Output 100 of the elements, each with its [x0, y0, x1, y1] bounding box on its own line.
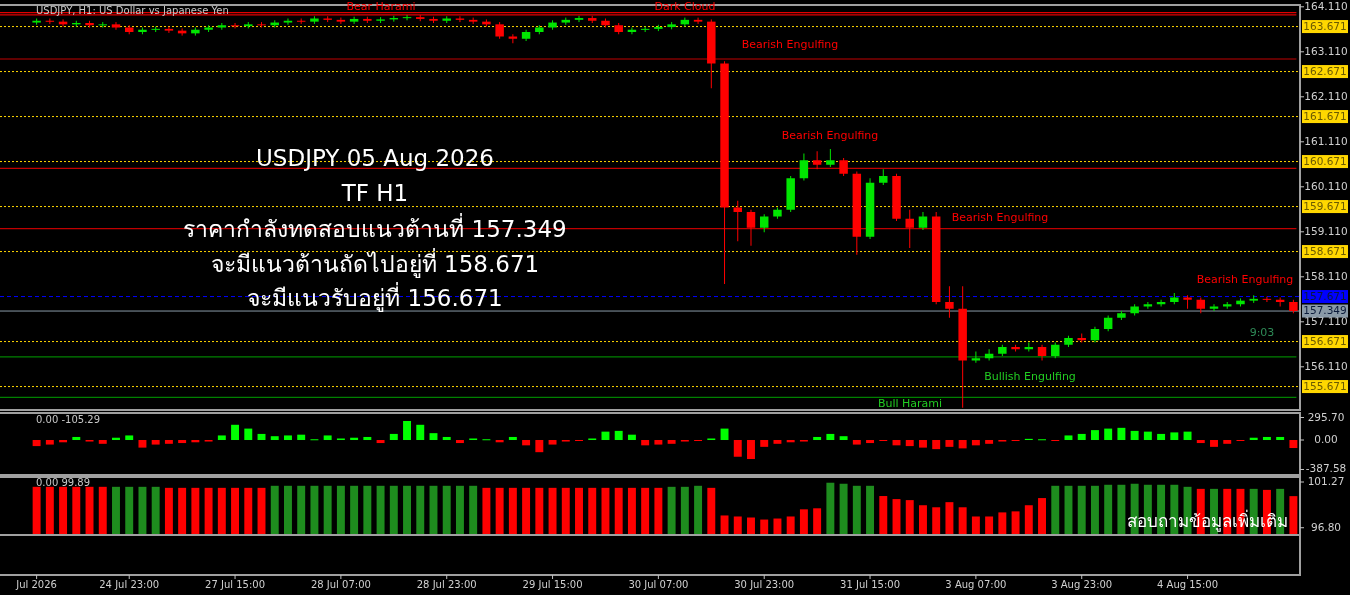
bar [971, 440, 980, 446]
bar [389, 433, 398, 441]
candlestick [257, 21, 266, 28]
x-tick-label: 27 Jul 15:00 [205, 579, 266, 590]
x-tick-label: 28 Jul 07:00 [310, 579, 371, 590]
bar [1143, 431, 1152, 441]
ref-line-label: 159.671 [1303, 199, 1347, 212]
y-tick-label: 161.110 [1304, 134, 1348, 147]
bar [1289, 440, 1298, 449]
bar [376, 440, 385, 444]
candlestick [98, 21, 107, 28]
annotation: Bearish Engulfing [1196, 273, 1294, 286]
bar [442, 436, 451, 441]
bar [98, 440, 107, 444]
candlestick [799, 153, 809, 181]
candlestick [402, 14, 412, 21]
bar [1262, 436, 1271, 441]
bar [297, 434, 306, 441]
y-tick-label: 163.110 [1304, 44, 1348, 57]
bar [641, 440, 650, 446]
bar [535, 440, 544, 453]
y-tick-label: 101.27 [1307, 475, 1345, 488]
bar [720, 428, 729, 441]
candlestick [230, 22, 240, 29]
annotation: Bearish Engulfing [781, 129, 879, 142]
x-tick-label: Jul 2026 [15, 579, 57, 590]
bar [826, 433, 835, 441]
annotation: Bearish Engulfing [951, 211, 1049, 224]
bar [919, 440, 927, 448]
bar [429, 433, 438, 441]
candlestick [336, 17, 346, 25]
bar [125, 435, 134, 441]
candlestick [111, 21, 121, 31]
bar [416, 424, 425, 441]
bar [178, 440, 187, 444]
candlestick [164, 26, 174, 34]
bar [244, 428, 253, 441]
annotation: Bearish Engulfing [741, 38, 839, 51]
ref-line-label: 160.671 [1303, 154, 1347, 167]
bar [813, 436, 822, 441]
bar [522, 440, 531, 446]
candlestick [971, 351, 981, 364]
bar [760, 440, 769, 447]
candlestick [1143, 301, 1153, 310]
bar [164, 440, 173, 444]
bar [1064, 435, 1073, 441]
bar [1196, 440, 1205, 444]
bar [958, 440, 967, 449]
x-tick-label: 29 Jul 15:00 [522, 579, 583, 590]
bar [866, 440, 875, 444]
candlestick [283, 18, 293, 26]
bar [138, 440, 147, 448]
bar [733, 440, 742, 457]
bar [1223, 440, 1232, 444]
bar [72, 436, 81, 441]
ref-line-label: 155.671 [1303, 379, 1347, 392]
ref-line-label: 156.671 [1303, 334, 1347, 347]
annotation: 0.00 -105.29 [36, 414, 101, 425]
bar [1130, 430, 1139, 441]
bar [654, 440, 663, 445]
annotation: 9:03 [1249, 326, 1275, 339]
x-tick-label: 24 Jul 23:00 [99, 579, 160, 590]
bar [905, 440, 914, 447]
bar [1157, 433, 1166, 441]
ref-line-label: 157.349 [1303, 304, 1347, 317]
bar [231, 424, 240, 441]
y-tick-label: 157.110 [1304, 314, 1348, 327]
x-tick-label: 31 Jul 15:00 [840, 579, 901, 590]
bar [323, 435, 332, 441]
ref-line-label: 158.671 [1303, 244, 1347, 257]
y-tick-label: -387.58 [1305, 462, 1347, 475]
bar [945, 440, 954, 447]
bar [284, 435, 292, 441]
candlestick [349, 16, 359, 25]
bar [1117, 427, 1126, 441]
y-tick-label: 162.110 [1304, 89, 1348, 102]
bar [852, 440, 861, 445]
bar [455, 440, 464, 444]
candlestick [905, 209, 914, 249]
bar [1170, 432, 1179, 441]
bar [985, 440, 994, 444]
candlestick [812, 150, 822, 170]
y-tick-label: 156.110 [1304, 359, 1348, 372]
bar [363, 436, 372, 441]
bar [1183, 431, 1192, 441]
ref-line-label: 161.671 [1303, 109, 1347, 122]
y-tick-label: 0.00 [1314, 433, 1338, 446]
y-tick-label: 158.110 [1304, 269, 1348, 282]
y-tick-label: 295.70 [1307, 410, 1345, 423]
bar [839, 436, 848, 441]
candlestick [574, 15, 584, 23]
bar [32, 440, 41, 447]
bar [508, 436, 517, 441]
annotation: Bull Harami [877, 397, 943, 410]
x-tick-label: 3 Aug 07:00 [945, 579, 1007, 590]
x-tick-label: 28 Jul 23:00 [416, 579, 477, 590]
bar [627, 434, 636, 441]
bar [773, 440, 782, 444]
ref-line-label: 157.671 [1303, 289, 1347, 302]
x-tick-label: 30 Jul 07:00 [628, 579, 689, 590]
